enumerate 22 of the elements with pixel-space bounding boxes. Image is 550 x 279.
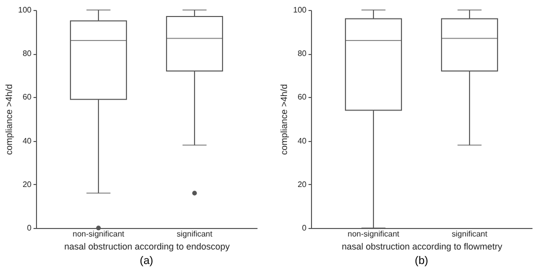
y-axis-title: compliance >4h/d xyxy=(4,84,14,155)
y-tick-label: 80 xyxy=(22,49,32,58)
x-axis-title: nasal obstruction according to endoscopy xyxy=(64,242,230,252)
y-tick-label: 20 xyxy=(22,180,32,189)
y-tick-label: 20 xyxy=(298,180,308,189)
x-tick-label: significant xyxy=(176,230,214,238)
y-tick-label: 100 xyxy=(18,6,32,14)
y-tick-label: 0 xyxy=(27,224,32,232)
y-tick-label: 60 xyxy=(298,92,308,102)
y-tick-label: 40 xyxy=(298,136,308,146)
x-tick-label: non-significant xyxy=(348,230,400,238)
x-tick-label: significant xyxy=(452,230,488,238)
y-tick-label: 80 xyxy=(298,49,308,58)
y-tick-label: 0 xyxy=(302,224,308,232)
x-axis-title: nasal obstruction according to flowmetry xyxy=(342,242,503,252)
y-tick-label: 40 xyxy=(22,136,32,146)
x-tick-label: non-significant xyxy=(72,230,126,238)
y-tick-label: 60 xyxy=(22,92,32,102)
y-axis-title: compliance >4h/d xyxy=(279,84,290,155)
y-tick-label: 100 xyxy=(293,6,308,14)
text: (b) xyxy=(414,255,428,267)
text: (a) xyxy=(140,255,154,267)
